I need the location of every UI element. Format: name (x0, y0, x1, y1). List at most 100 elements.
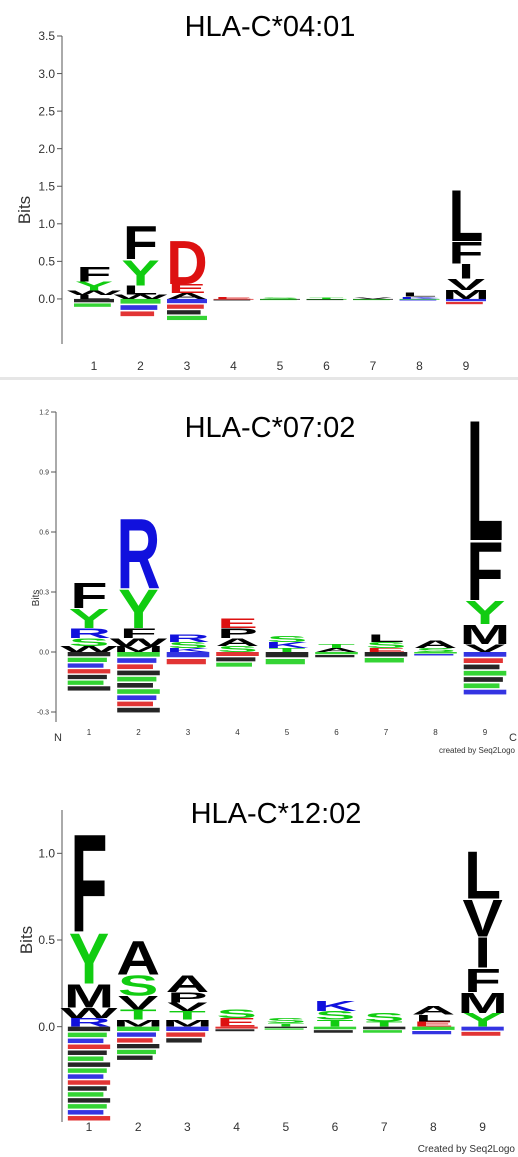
logo-letter-y: Y (465, 595, 506, 632)
depletion-stripe (399, 299, 437, 301)
logo-letter-m: M (162, 1018, 212, 1029)
depletion-stripe (117, 1038, 153, 1043)
y-tick-label: 1.5 (38, 179, 55, 193)
logo-letter-w: W (110, 636, 168, 648)
x-tick-label: 7 (384, 728, 389, 737)
logo-letter-f: F (449, 235, 484, 270)
y-tick-label: 1.0 (38, 217, 55, 231)
depletion-stripe (265, 659, 305, 665)
logo-letter-k: K (399, 296, 440, 300)
logo-letter-f: F (123, 218, 158, 270)
logo-letter-l: L (415, 1013, 452, 1024)
logo-letter-s: S (69, 636, 110, 648)
depletion-stripe (117, 1049, 156, 1055)
logo-letter-m: M (457, 987, 507, 1019)
depletion-stripe (67, 1032, 107, 1038)
depletion-stripe (67, 1068, 107, 1073)
depletion-stripe (67, 669, 111, 674)
depletion-stripe (166, 659, 206, 665)
logo-letter-e: E (366, 647, 407, 653)
depletion-stripe (399, 298, 440, 300)
y-tick-label: 0.3 (39, 589, 49, 596)
depletion-stripe (364, 652, 408, 657)
depletion-stripe (167, 298, 207, 304)
depletion-stripe (216, 657, 256, 662)
depletion-stripe (117, 664, 153, 670)
logo-letter-v: V (118, 992, 158, 1014)
depletion-stripe (414, 654, 454, 656)
y-tick-label: 0.5 (38, 255, 55, 269)
depletion-stripe (67, 1110, 104, 1115)
x-tick-label: 4 (230, 359, 237, 373)
logo-letter-s: S (266, 1017, 306, 1025)
logo-letter-e: E (217, 616, 258, 631)
depletion-stripe (216, 652, 259, 656)
x-tick-label: 5 (282, 1120, 289, 1134)
logo-letter-p: P (217, 626, 258, 641)
logo-letter-f: F (70, 576, 107, 616)
depletion-stripe (67, 1104, 107, 1109)
depletion-stripe (213, 298, 254, 300)
depletion-stripe (463, 689, 507, 695)
depletion-stripe (67, 1026, 111, 1032)
x-tick-label: 1 (91, 359, 98, 373)
logo-letter-t: T (169, 1009, 206, 1022)
logo-letter-r: R (117, 497, 161, 609)
logo-letter-a: A (216, 636, 260, 648)
x-tick-label: 6 (323, 359, 330, 373)
depletion-stripe (446, 298, 486, 302)
logo-letter-w: W (60, 1005, 118, 1021)
depletion-stripe (216, 662, 252, 667)
x-tick-label: 2 (136, 728, 141, 737)
depletion-stripe (167, 304, 204, 309)
x-tick-label: 1 (87, 728, 92, 737)
x-tick-label: 4 (233, 1120, 240, 1134)
x-tick-label: 9 (479, 1120, 486, 1134)
logo-letter-k: K (166, 647, 210, 653)
logo-letter-r: R (166, 632, 210, 644)
x-axis-start-label: N (54, 732, 62, 744)
y-tick-label: 2.5 (38, 104, 55, 118)
logo-letter-w: W (67, 289, 122, 296)
axes: 0.0 0.5 1.0 1 2 3 4 5 6 7 8 9 (38, 810, 486, 1134)
logo-letter-y: Y (462, 1009, 502, 1031)
depletion-stripe (74, 303, 111, 307)
y-tick-label: 1.0 (38, 847, 55, 861)
logo-letter-f: F (466, 526, 503, 619)
logo-letter-y: Y (75, 279, 113, 293)
x-tick-label: 3 (186, 728, 191, 737)
depletion-stripe (461, 1026, 504, 1031)
depletion-stripe (67, 663, 104, 668)
depletion-stripe (167, 310, 201, 315)
x-tick-label: 2 (135, 1120, 142, 1134)
x-tick-label: 4 (235, 728, 240, 737)
depletion-stripe (67, 652, 111, 657)
depletion-stripe (67, 1116, 111, 1121)
logo-letter-s: S (366, 641, 407, 650)
logo-letter-s: S (415, 647, 456, 653)
logo-letter-l: L (123, 283, 158, 297)
logo-letter-a: A (116, 931, 160, 985)
logo-letter-s: S (217, 645, 258, 654)
logo-letter-k: K (265, 641, 309, 650)
depletion-stripe (120, 298, 161, 304)
logo-letter-t: T (318, 643, 355, 649)
x-tick-label: 6 (332, 1120, 339, 1134)
depletion-stripe (315, 652, 358, 655)
logo-letter-m: M (113, 1018, 163, 1029)
logo-letter-a: A (315, 647, 359, 653)
depletion-stripe (117, 695, 157, 701)
logo-letter-d: D (166, 227, 207, 297)
depletion-stripe (74, 298, 114, 303)
logo-letter-a: A (414, 638, 458, 650)
logo-letter-t: T (366, 1020, 403, 1028)
depletion-stripe (67, 1050, 107, 1055)
logo-letter-t: T (120, 1007, 157, 1023)
logo-panel-hla-c-12-02: HLA-C*12:02 Bits Created by Seq2Logo 0.0… (17, 798, 515, 1155)
logo-letter-f: F (464, 962, 501, 999)
logo-letter-v: V (462, 890, 502, 949)
depletion-stripe (67, 1062, 111, 1067)
